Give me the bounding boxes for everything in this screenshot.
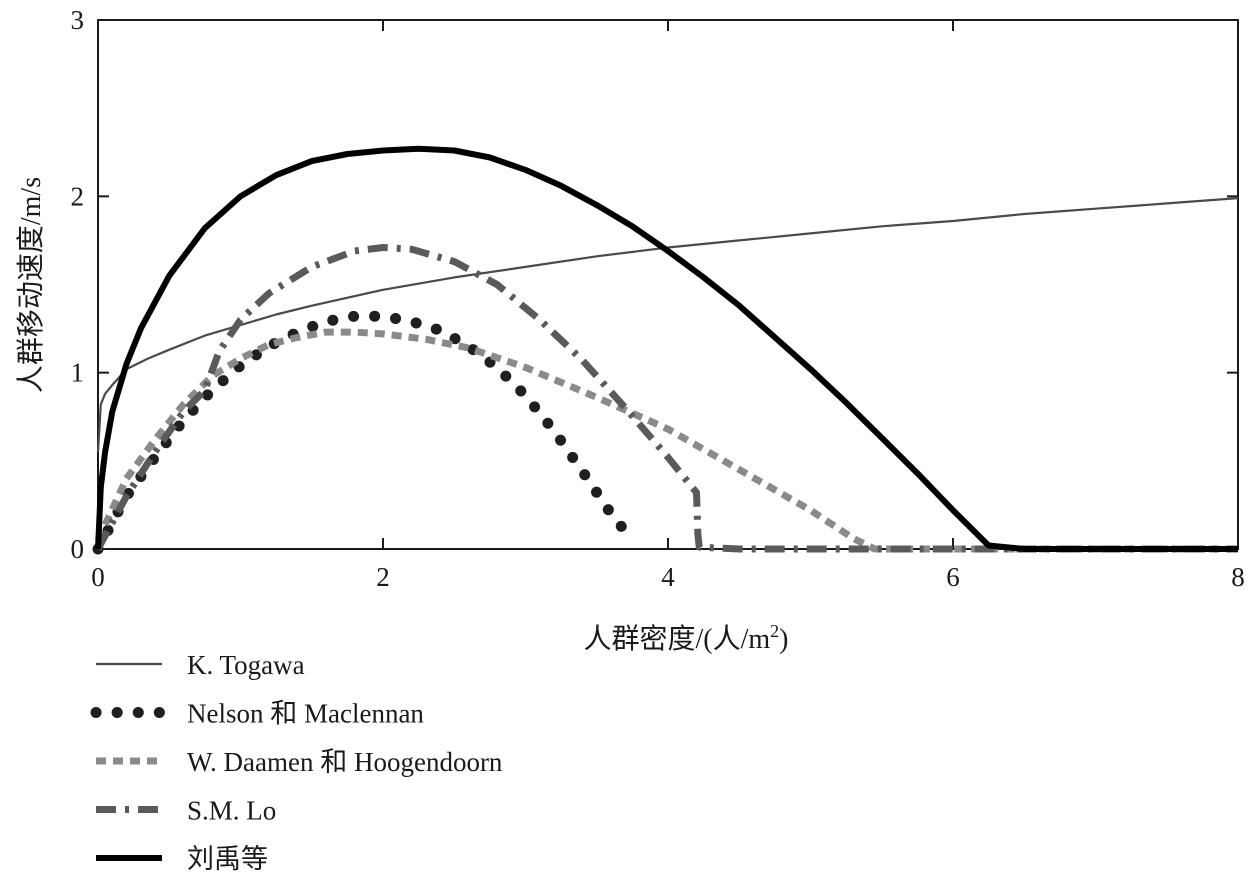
- axis-tick-labels: 0 2 4 6 8 0 1 2 3: [71, 5, 1245, 592]
- legend-label: W. Daamen 和 Hoogendoorn: [187, 747, 503, 777]
- x-axis-title: 人群密度/(人/m2): [584, 621, 789, 655]
- legend-label: K. Togawa: [187, 650, 305, 680]
- y-axis-title: 人群移动速度/m/s: [15, 177, 47, 393]
- y-tick-label: 3: [71, 5, 85, 35]
- series-line-0: [96, 197, 1239, 453]
- series-line-4: [95, 145, 1238, 552]
- axis-ticks: [97, 19, 1239, 550]
- y-tick-label: 2: [71, 181, 85, 211]
- y-tick-label: 0: [71, 534, 85, 564]
- legend-label: 刘禹等: [187, 844, 268, 874]
- y-tick-label: 1: [71, 358, 85, 388]
- legend: K. Togawa Nelson 和 Maclennan W. Daamen 和 H…: [90, 650, 503, 874]
- legend-label: S.M. Lo: [187, 796, 276, 826]
- x-tick-label: 8: [1231, 562, 1245, 592]
- x-tick-label: 2: [376, 562, 390, 592]
- legend-label: Nelson 和 Maclennan: [187, 699, 424, 729]
- series-line-1: [92, 310, 637, 555]
- series-line-3: [94, 244, 1238, 553]
- series-layer: [92, 145, 1239, 555]
- x-tick-label: 4: [661, 562, 675, 592]
- plot-frame: [97, 19, 1239, 550]
- series-line-2: [94, 328, 1238, 553]
- x-tick-label: 6: [946, 562, 960, 592]
- x-tick-label: 0: [91, 562, 105, 592]
